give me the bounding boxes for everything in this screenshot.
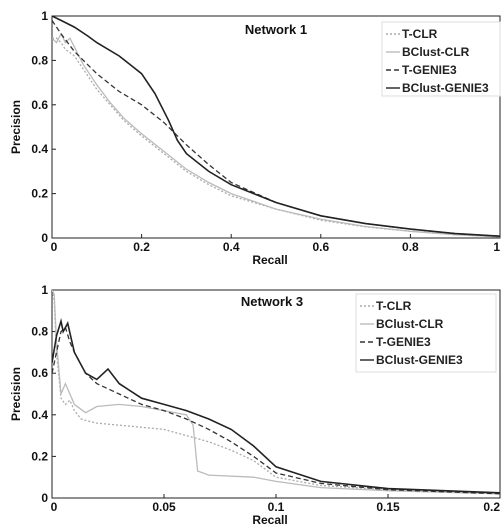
x-tick-label: 0.2 bbox=[133, 240, 150, 254]
legend-label: BClust-CLR bbox=[402, 45, 470, 59]
legend-label: T-GENIE3 bbox=[402, 63, 457, 77]
legend-label: T-CLR bbox=[376, 299, 412, 313]
x-tick-label: 0.6 bbox=[312, 240, 329, 254]
series-line-bclust-genie3 bbox=[52, 16, 500, 237]
network-1-chart: 0 0.2 0.4 0.6 0.8 1 0 0.2 0.4 0.6 0.8 1 Recall Precis… bbox=[9, 9, 501, 267]
legend: T-CLR BClust-CLR T-GENIE3 BClust-GENIE3 bbox=[381, 21, 501, 97]
x-tick-label: 0 bbox=[51, 240, 58, 254]
x-tick-label: 0.05 bbox=[152, 500, 176, 514]
network-3-chart: 0 0.05 0.1 0.15 0.2 0 0.2 0.4 0.6 0.8 1 Recall Preci… bbox=[9, 283, 501, 527]
series-line-t-clr bbox=[52, 290, 500, 495]
y-tick-label: 0.2 bbox=[31, 187, 48, 201]
chart-title: Network 3 bbox=[241, 294, 303, 309]
x-tick-label: 0.8 bbox=[402, 240, 419, 254]
x-tick-label: 0.4 bbox=[223, 240, 240, 254]
x-axis-label: Recall bbox=[252, 253, 287, 267]
x-axis-label: Recall bbox=[252, 513, 287, 527]
y-tick-label: 0 bbox=[41, 231, 48, 245]
plot-frame bbox=[51, 15, 501, 239]
y-tick-label: 0.4 bbox=[31, 142, 48, 156]
legend: T-CLR BClust-CLR T-GENIE3 BClust-GENIE3 bbox=[355, 293, 497, 373]
y-axis-label: Precision bbox=[9, 100, 23, 154]
legend-label: T-GENIE3 bbox=[376, 335, 431, 349]
y-tick-label: 0.6 bbox=[31, 98, 48, 112]
y-axis-label: Precision bbox=[9, 367, 23, 421]
x-tick-label: 0.1 bbox=[268, 500, 285, 514]
series-line-t-genie3 bbox=[52, 20, 500, 237]
legend-label: BClust-GENIE3 bbox=[402, 81, 489, 95]
x-tick-label: 0.15 bbox=[376, 500, 400, 514]
legend-label: BClust-CLR bbox=[376, 317, 444, 331]
chart-title: Network 1 bbox=[245, 22, 307, 37]
y-tick-label: 1 bbox=[41, 9, 48, 23]
series-line-bclust-clr bbox=[52, 290, 500, 495]
legend-box bbox=[355, 293, 497, 373]
y-tick-label: 0.8 bbox=[31, 53, 48, 67]
y-tick-label: 0.4 bbox=[31, 408, 48, 422]
legend-label: BClust-GENIE3 bbox=[376, 353, 463, 367]
x-tick-label: 0 bbox=[51, 500, 58, 514]
legend-label: T-CLR bbox=[402, 27, 438, 41]
y-tick-label: 0.6 bbox=[31, 366, 48, 380]
x-tick-label: 0.2 bbox=[483, 500, 500, 514]
y-tick-label: 1 bbox=[41, 283, 48, 297]
y-tick-label: 0.2 bbox=[31, 449, 48, 463]
y-tick-label: 0 bbox=[41, 491, 48, 505]
legend-box bbox=[381, 21, 501, 97]
y-tick-label: 0.8 bbox=[31, 325, 48, 339]
x-tick-label: 1 bbox=[493, 240, 500, 254]
series-line-bclust-genie3 bbox=[52, 318, 500, 494]
